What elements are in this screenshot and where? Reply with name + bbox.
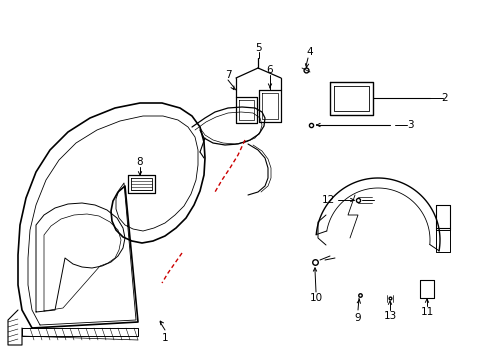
Text: 2: 2 [441,93,447,103]
Text: 13: 13 [383,311,396,321]
Text: 9: 9 [354,313,361,323]
Text: 8: 8 [137,157,143,167]
Text: 11: 11 [420,307,433,317]
Text: 1: 1 [162,333,168,343]
Text: 4: 4 [306,47,313,57]
Text: 10: 10 [309,293,322,303]
Text: 12: 12 [321,195,334,205]
Text: 6: 6 [266,65,273,75]
Text: 3: 3 [406,120,412,130]
Text: 5: 5 [255,43,262,53]
Text: 7: 7 [224,70,231,80]
